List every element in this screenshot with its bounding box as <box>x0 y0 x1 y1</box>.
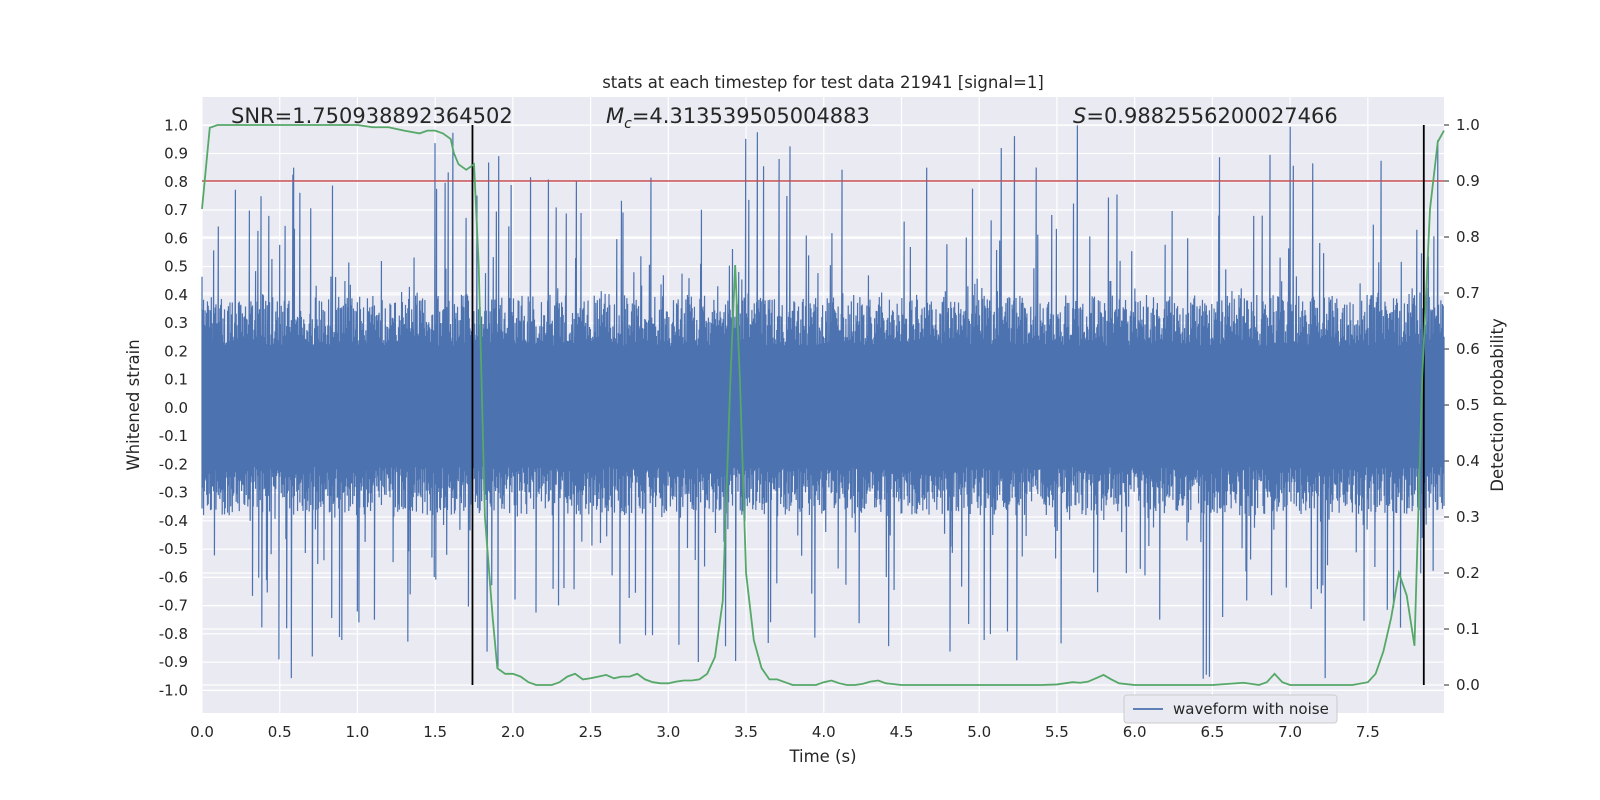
right-tick-label: 0.8 <box>1456 228 1480 246</box>
chirp-mass-annotation: Mc=4.313539505004883 <box>606 104 870 132</box>
x-tick-label: 6.5 <box>1200 723 1224 741</box>
waveform-core-band <box>202 351 1444 465</box>
legend: waveform with noise <box>1123 694 1338 724</box>
x-tick-label: 1.5 <box>423 723 447 741</box>
right-tick-label: 0.6 <box>1456 340 1480 358</box>
x-tick-label: 5.5 <box>1045 723 1069 741</box>
y-tick-label: -0.4 <box>159 512 188 530</box>
detection-probability-line <box>201 124 1445 686</box>
right-tick-label: 0.0 <box>1456 676 1480 694</box>
chirp-mass-symbol: M <box>606 104 624 128</box>
y-tick-label: -1.0 <box>159 681 188 699</box>
s-value: =0.9882556200027466 <box>1086 104 1337 128</box>
x-tick-label: 2.5 <box>579 723 603 741</box>
s-annotation: S=0.9882556200027466 <box>1073 104 1338 128</box>
right-tick-label: 0.3 <box>1456 508 1480 526</box>
x-tick-label: 3.0 <box>656 723 680 741</box>
y-tick-label: -0.7 <box>159 597 188 615</box>
y-tick-label: -0.5 <box>159 540 188 558</box>
chirp-mass-value: =4.313539505004883 <box>632 104 870 128</box>
y-tick-label: -0.9 <box>159 653 188 671</box>
y-tick-label: 0.2 <box>164 342 188 360</box>
y-tick-label: -0.2 <box>159 455 188 473</box>
y-axis-label: Whitened strain <box>124 339 143 470</box>
right-tick-label: 0.7 <box>1456 284 1480 302</box>
right-tick-label: 1.0 <box>1456 116 1480 134</box>
right-tick-label: 0.5 <box>1456 396 1480 414</box>
y-tick-label: 0.5 <box>164 258 188 276</box>
y-tick-label: -0.8 <box>159 625 188 643</box>
snr-annotation: SNR=1.750938892364502 <box>231 104 513 128</box>
x-tick-label: 1.0 <box>346 723 370 741</box>
y-tick-label: -0.1 <box>159 427 188 445</box>
right-tick-label: 0.2 <box>1456 564 1480 582</box>
x-tick-label: 3.5 <box>734 723 758 741</box>
x-tick-label: 7.0 <box>1278 723 1302 741</box>
right-tick-label: 0.4 <box>1456 452 1480 470</box>
y-tick-label: 0.8 <box>164 173 188 191</box>
x-axis-label: Time (s) <box>788 747 856 766</box>
x-tick-label: 6.0 <box>1123 723 1147 741</box>
event-vertical-lines <box>471 125 1425 685</box>
y-tick-label: -0.3 <box>159 484 188 502</box>
y-tick-label: 0.9 <box>164 145 188 163</box>
x-tick-label: 5.0 <box>967 723 991 741</box>
y-tick-label: -0.6 <box>159 568 188 586</box>
x-ticks: 0.0 0.5 1.0 1.5 2.0 2.5 3.0 3.5 4.0 4.5 5.0 5.5 6.0 6… <box>190 723 1380 741</box>
left-y-ticks: 1.0 0.9 0.8 0.7 0.6 0.5 0.4 0.3 0.2 0.1 0.0 -0.1 -0.… <box>159 116 188 699</box>
y-tick-label: 0.4 <box>164 286 188 304</box>
right-tick-label: 0.9 <box>1456 172 1480 190</box>
chirp-mass-subscript: c <box>624 116 632 132</box>
y-tick-label: 0.6 <box>164 229 188 247</box>
y-tick-label: 0.3 <box>164 314 188 332</box>
y-tick-label: 0.0 <box>164 399 188 417</box>
x-tick-label: 4.5 <box>890 723 914 741</box>
x-tick-label: 4.0 <box>812 723 836 741</box>
waveform-series <box>201 125 1445 679</box>
y-tick-label: 1.0 <box>164 116 188 134</box>
x-tick-label: 2.0 <box>501 723 525 741</box>
legend-label: waveform with noise <box>1173 700 1329 718</box>
x-tick-label: 0.5 <box>268 723 292 741</box>
legend-box <box>1123 694 1338 724</box>
y-tick-label: 0.7 <box>164 201 188 219</box>
right-y-axis-label: Detection probability <box>1488 318 1507 492</box>
y-tick-label: 0.1 <box>164 371 188 389</box>
chart-title: stats at each timestep for test data 219… <box>602 73 1044 92</box>
x-tick-label: 7.5 <box>1356 723 1380 741</box>
s-symbol: S <box>1073 104 1086 128</box>
right-tick-label: 0.1 <box>1456 620 1480 638</box>
x-tick-label: 0.0 <box>190 723 214 741</box>
right-y-ticks: 1.0 0.9 0.8 0.7 0.6 0.5 0.4 0.3 0.2 0.1 0.0 <box>1444 116 1480 694</box>
